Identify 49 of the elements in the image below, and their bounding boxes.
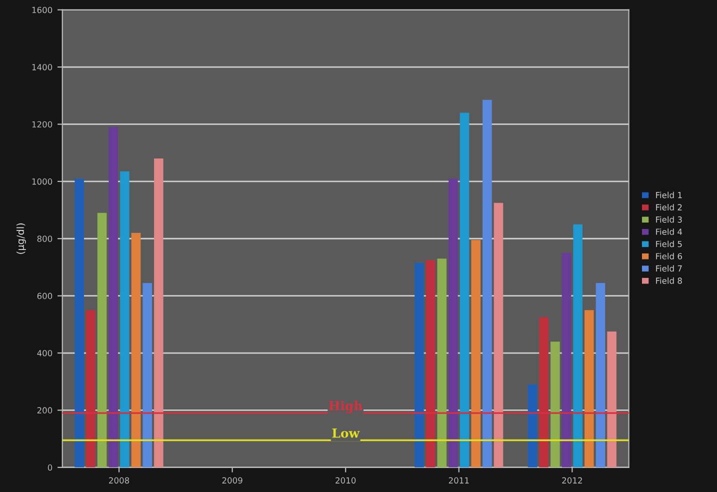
x-tick-label: 2012	[562, 477, 582, 484]
bar	[86, 310, 96, 468]
bar	[482, 100, 492, 468]
bar	[142, 282, 152, 468]
bar	[471, 240, 481, 468]
bar	[494, 202, 504, 468]
bar	[584, 310, 594, 468]
y-tick-label: 1600	[32, 6, 52, 14]
legend-label: Field 2	[656, 204, 682, 210]
bar	[74, 178, 84, 468]
x-tick-label: 2011	[448, 477, 469, 484]
y-tick-label: 600	[37, 292, 52, 300]
y-tick-label: 1400	[32, 64, 52, 70]
bar	[154, 158, 164, 468]
y-axis-title: (µg/dl)	[16, 223, 26, 254]
y-tick-label: 400	[37, 350, 52, 356]
bar	[562, 252, 572, 468]
y-tick-label: 200	[37, 407, 52, 414]
x-tick-label: 2008	[109, 477, 130, 484]
x-tick-label: 2010	[336, 477, 356, 484]
y-tick-label: 800	[37, 236, 52, 242]
bar	[596, 282, 606, 468]
legend-label: Field 6	[656, 252, 682, 260]
bar	[414, 262, 424, 468]
legend-label: Field 3	[656, 216, 682, 223]
bar	[131, 232, 141, 468]
bar	[120, 171, 130, 468]
x-tick-label: 2009	[222, 477, 242, 484]
y-tick-label: 0	[48, 464, 52, 471]
bar	[97, 212, 107, 468]
legend-label: Field 5	[656, 240, 682, 248]
bar	[573, 224, 582, 468]
y-tick-label: 1000	[32, 178, 52, 185]
bar	[607, 332, 616, 468]
bar	[108, 127, 118, 468]
bar	[460, 112, 470, 468]
legend-label: Field 7	[656, 265, 682, 272]
bar	[426, 260, 436, 468]
y-tick-label: 1200	[32, 121, 52, 128]
bar	[448, 178, 458, 468]
ref-line-label: Low	[332, 428, 360, 438]
bar	[528, 384, 538, 468]
bar	[437, 258, 447, 468]
legend-label: Field 4	[656, 228, 682, 235]
legend-label: Field 8	[656, 277, 682, 284]
bar	[539, 317, 548, 468]
legend-label: Field 1	[656, 192, 682, 198]
bar	[550, 342, 560, 468]
ref-line-label: High	[328, 400, 362, 414]
